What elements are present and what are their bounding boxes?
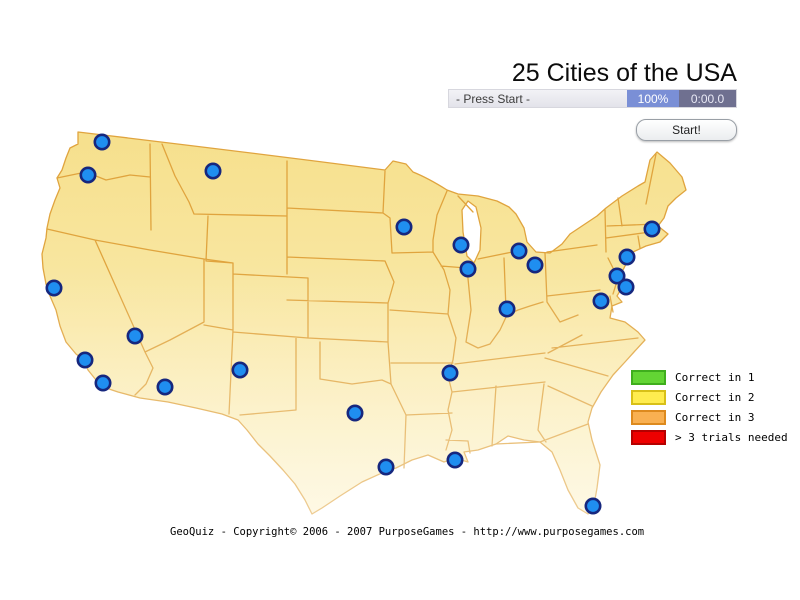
map-land[interactable] — [41, 131, 687, 515]
city-dot[interactable] — [446, 451, 464, 469]
legend-row: Correct in 3 — [631, 407, 788, 427]
city-dot[interactable] — [459, 260, 477, 278]
city-dots-layer — [45, 133, 661, 515]
copyright-text: GeoQuiz - Copyright© 2006 - 2007 Purpose… — [170, 526, 645, 538]
city-dot[interactable] — [231, 361, 249, 379]
city-dot[interactable] — [498, 300, 516, 318]
city-dot[interactable] — [45, 279, 63, 297]
timer-display: 0:00.0 — [679, 90, 736, 107]
legend-swatch-correct-1 — [631, 369, 666, 385]
legend-label: Correct in 2 — [675, 390, 755, 404]
city-dot[interactable] — [452, 236, 470, 254]
city-dot[interactable] — [79, 166, 97, 184]
city-dot[interactable] — [76, 351, 94, 369]
city-dot[interactable] — [617, 278, 635, 296]
city-dot[interactable] — [377, 458, 395, 476]
city-dot[interactable] — [608, 267, 626, 285]
city-dot[interactable] — [93, 133, 111, 151]
percent-badge: 100% — [627, 90, 679, 107]
city-dot[interactable] — [510, 242, 528, 260]
legend-swatch-correct-3 — [631, 409, 666, 425]
start-button[interactable]: Start! — [636, 119, 737, 141]
score-legend: Correct in 1 Correct in 2 Correct in 3 >… — [631, 367, 788, 447]
city-dot[interactable] — [395, 218, 413, 236]
legend-row: > 3 trials needed — [631, 427, 788, 447]
city-dot[interactable] — [204, 162, 222, 180]
city-dot[interactable] — [592, 292, 610, 310]
city-dot[interactable] — [346, 404, 364, 422]
city-dot[interactable] — [441, 364, 459, 382]
status-text: - Press Start - — [449, 90, 627, 107]
legend-label: Correct in 3 — [675, 410, 755, 424]
legend-row: Correct in 1 — [631, 367, 788, 387]
city-dot[interactable] — [156, 378, 174, 396]
city-dot[interactable] — [526, 256, 544, 274]
legend-label: Correct in 1 — [675, 370, 755, 384]
city-dot[interactable] — [584, 497, 602, 515]
legend-swatch-correct-2 — [631, 389, 666, 405]
city-dot[interactable] — [126, 327, 144, 345]
legend-label: > 3 trials needed — [675, 430, 788, 444]
legend-swatch-failed — [631, 429, 666, 445]
city-dot[interactable] — [94, 374, 112, 392]
city-dot[interactable] — [618, 248, 636, 266]
page-title: 25 Cities of the USA — [511, 59, 737, 87]
progress-bar: - Press Start - 100% 0:00.0 — [448, 89, 737, 108]
legend-row: Correct in 2 — [631, 387, 788, 407]
city-dot[interactable] — [643, 220, 661, 238]
